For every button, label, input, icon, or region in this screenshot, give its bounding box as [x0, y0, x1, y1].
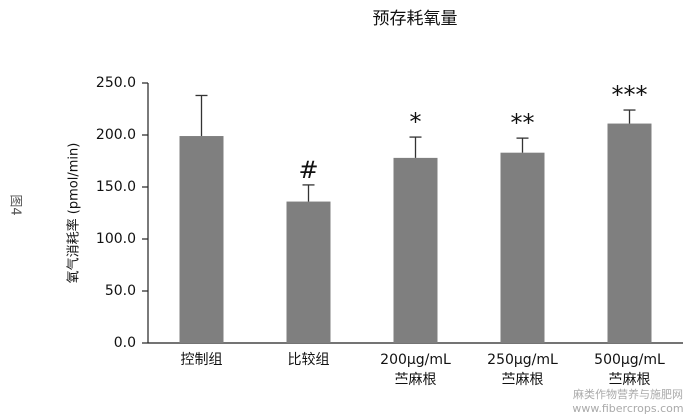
y-tick-label: 100.0	[96, 231, 136, 247]
y-axis-label: 氧气消耗率 (pmol/min)	[66, 143, 82, 284]
chart-title: 预存耗氧量	[373, 9, 458, 29]
y-tick-label: 0.0	[114, 335, 136, 351]
significance-label: #	[298, 156, 318, 184]
x-tick-label: 500μg/mL	[594, 352, 665, 368]
y-tick-label: 50.0	[105, 283, 136, 299]
bar	[607, 123, 652, 343]
bar	[393, 157, 438, 343]
significance-label: **	[511, 109, 535, 137]
watermark: 麻类作物营养与施肥网	[573, 387, 683, 401]
x-tick-label: 控制组	[181, 352, 223, 368]
bar	[179, 136, 224, 343]
x-tick-label: 苎麻根	[502, 372, 544, 388]
watermark: www.fibercrops.com	[572, 402, 683, 415]
significance-label: ***	[612, 81, 648, 109]
side-label: 图4	[8, 194, 23, 215]
bar	[500, 152, 545, 343]
x-tick-label: 比较组	[288, 352, 330, 368]
x-tick-label: 250μg/mL	[487, 352, 558, 368]
x-tick-label: 苎麻根	[395, 372, 437, 388]
x-tick-label: 苎麻根	[609, 372, 651, 388]
y-tick-label: 150.0	[96, 179, 136, 195]
significance-label: *	[410, 108, 422, 136]
y-tick-label: 200.0	[96, 127, 136, 143]
x-tick-label: 200μg/mL	[380, 352, 451, 368]
bar	[286, 201, 331, 343]
y-tick-label: 250.0	[96, 75, 136, 91]
